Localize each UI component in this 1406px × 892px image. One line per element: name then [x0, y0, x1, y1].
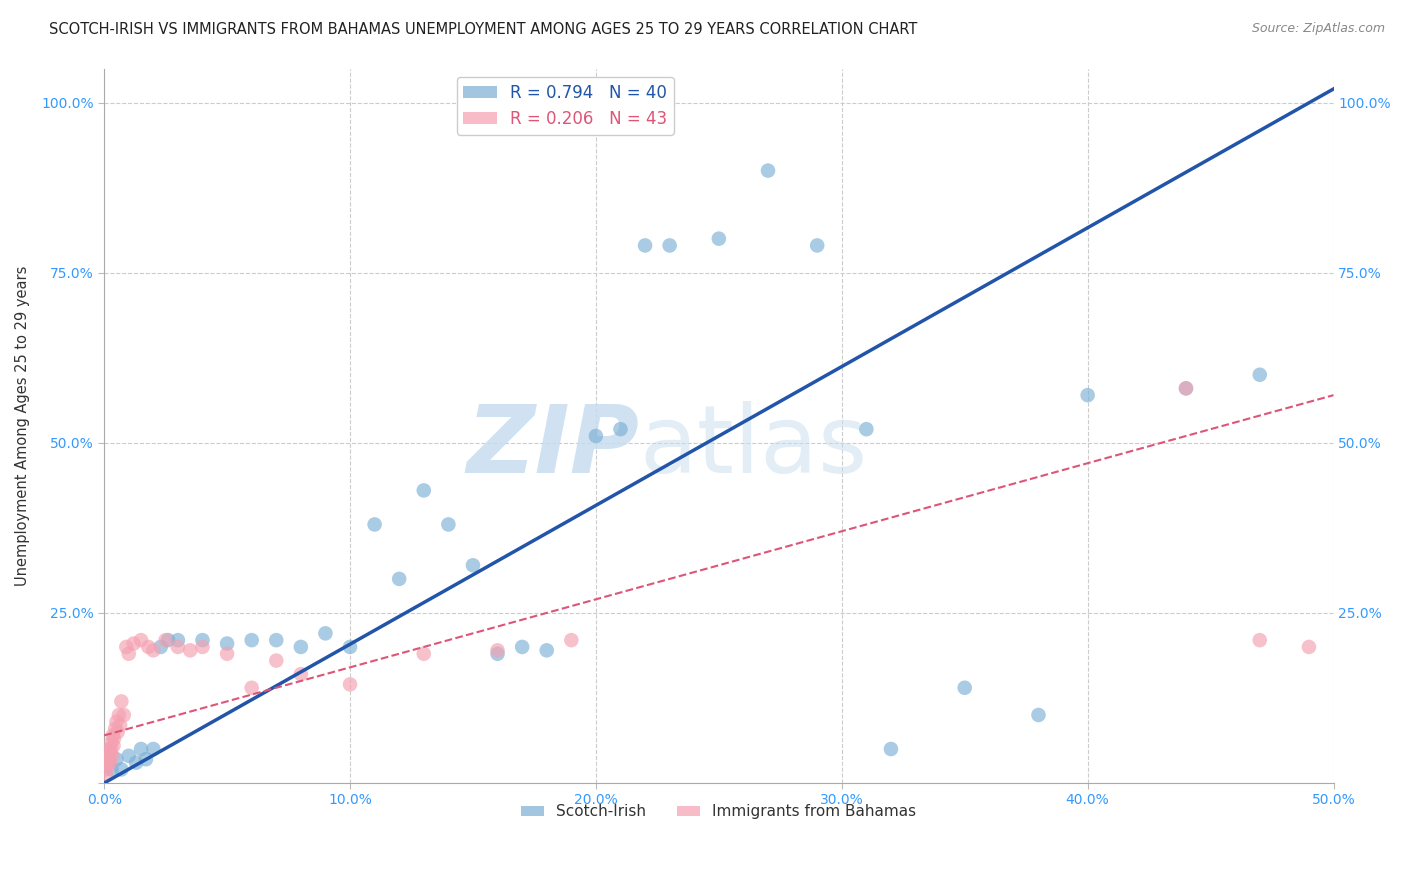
Point — [142, 643, 165, 657]
Point — [264, 654, 287, 668]
Point — [101, 728, 124, 742]
Point — [314, 626, 336, 640]
Point — [339, 677, 361, 691]
Point — [1077, 388, 1099, 402]
Point — [97, 748, 120, 763]
Point — [217, 647, 239, 661]
Point — [880, 742, 903, 756]
Point — [96, 759, 118, 773]
Text: SCOTCH-IRISH VS IMMIGRANTS FROM BAHAMAS UNEMPLOYMENT AMONG AGES 25 TO 29 YEARS C: SCOTCH-IRISH VS IMMIGRANTS FROM BAHAMAS … — [49, 22, 918, 37]
Text: Source: ZipAtlas.com: Source: ZipAtlas.com — [1251, 22, 1385, 36]
Point — [167, 640, 190, 654]
Point — [290, 667, 312, 681]
Point — [1249, 633, 1271, 648]
Point — [138, 640, 160, 654]
Point — [108, 718, 131, 732]
Point — [103, 731, 125, 746]
Point — [806, 238, 828, 252]
Point — [363, 517, 385, 532]
Point — [191, 640, 214, 654]
Point — [191, 633, 214, 648]
Text: atlas: atlas — [638, 401, 868, 493]
Point — [585, 429, 607, 443]
Point — [100, 735, 122, 749]
Point — [155, 633, 177, 648]
Point — [412, 483, 434, 498]
Point — [157, 633, 180, 648]
Point — [122, 636, 145, 650]
Point — [129, 633, 152, 648]
Point — [112, 708, 135, 723]
Point — [94, 765, 117, 780]
Point — [264, 633, 287, 648]
Point — [98, 756, 121, 770]
Point — [290, 640, 312, 654]
Point — [105, 752, 128, 766]
Point — [179, 643, 201, 657]
Point — [167, 633, 190, 648]
Point — [217, 636, 239, 650]
Point — [129, 742, 152, 756]
Point — [149, 640, 172, 654]
Point — [118, 647, 141, 661]
Point — [536, 643, 558, 657]
Point — [108, 708, 131, 723]
Point — [96, 756, 118, 770]
Point — [1249, 368, 1271, 382]
Point — [118, 748, 141, 763]
Point — [634, 238, 657, 252]
Point — [339, 640, 361, 654]
Point — [98, 746, 121, 760]
Point — [110, 763, 132, 777]
Point — [388, 572, 411, 586]
Point — [412, 647, 434, 661]
Point — [94, 763, 117, 777]
Point — [609, 422, 631, 436]
Point — [560, 633, 582, 648]
Y-axis label: Unemployment Among Ages 25 to 29 years: Unemployment Among Ages 25 to 29 years — [15, 266, 30, 586]
Point — [104, 722, 127, 736]
Point — [125, 756, 148, 770]
Legend: Scotch-Irish, Immigrants from Bahamas: Scotch-Irish, Immigrants from Bahamas — [515, 798, 922, 825]
Point — [437, 517, 460, 532]
Point — [103, 739, 125, 753]
Point — [240, 681, 263, 695]
Point — [142, 742, 165, 756]
Point — [115, 640, 138, 654]
Point — [100, 742, 122, 756]
Point — [1298, 640, 1320, 654]
Point — [107, 725, 129, 739]
Point — [135, 752, 157, 766]
Point — [1175, 381, 1198, 395]
Point — [98, 742, 121, 756]
Point — [707, 232, 730, 246]
Point — [486, 643, 509, 657]
Point — [110, 694, 132, 708]
Point — [953, 681, 976, 695]
Point — [100, 763, 122, 777]
Point — [105, 714, 128, 729]
Point — [101, 748, 124, 763]
Point — [658, 238, 681, 252]
Point — [1028, 708, 1050, 723]
Point — [461, 558, 484, 573]
Point — [240, 633, 263, 648]
Point — [510, 640, 533, 654]
Point — [756, 163, 779, 178]
Point — [1175, 381, 1198, 395]
Point — [97, 752, 120, 766]
Point — [486, 647, 509, 661]
Text: ZIP: ZIP — [465, 401, 638, 493]
Point — [855, 422, 877, 436]
